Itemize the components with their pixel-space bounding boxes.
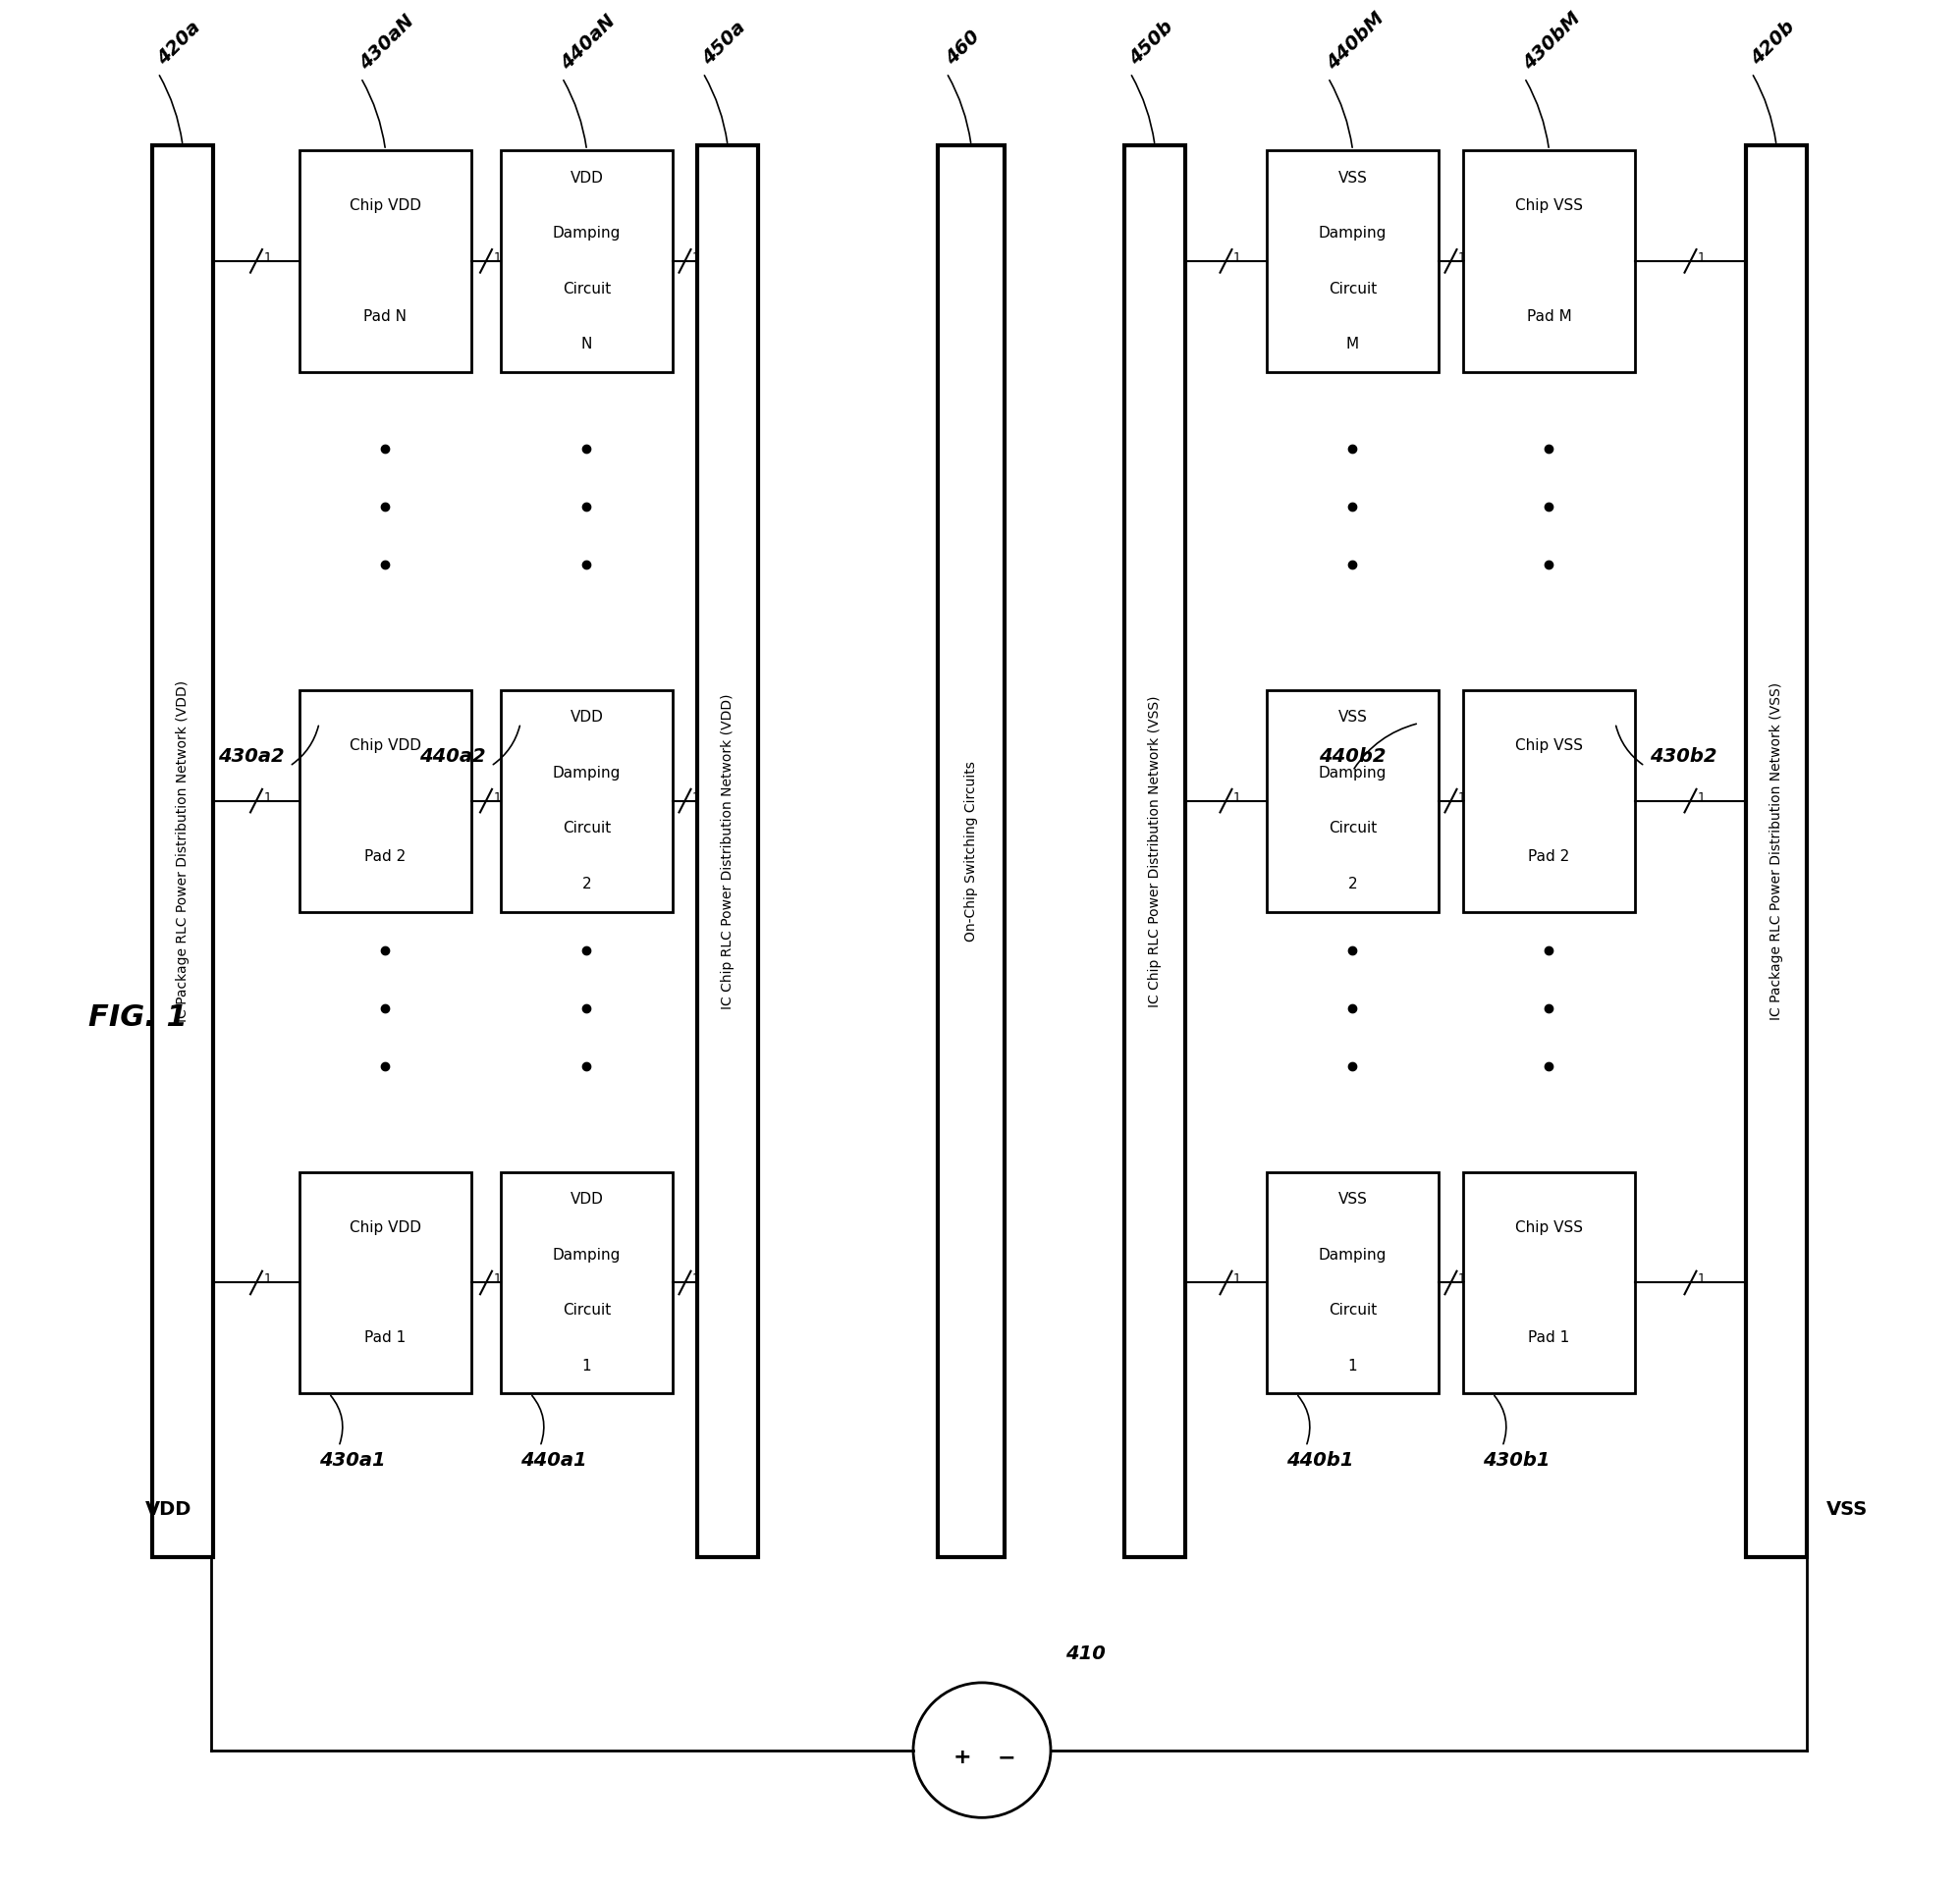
Text: 1: 1 xyxy=(263,1274,270,1285)
Bar xyxy=(153,145,214,1557)
Text: 430aN: 430aN xyxy=(357,11,417,74)
Text: Chip VDD: Chip VDD xyxy=(349,198,421,213)
Text: +: + xyxy=(953,1747,972,1768)
Text: VSS: VSS xyxy=(1827,1500,1868,1519)
Text: FIG. 1: FIG. 1 xyxy=(88,1004,188,1032)
Text: Damping: Damping xyxy=(1319,226,1388,242)
Text: Chip VSS: Chip VSS xyxy=(1515,198,1584,213)
Text: Damping: Damping xyxy=(553,226,621,242)
Text: M: M xyxy=(1347,336,1358,351)
Text: 410: 410 xyxy=(1066,1645,1105,1662)
Text: 420b: 420b xyxy=(1746,17,1797,68)
Text: 1: 1 xyxy=(1233,251,1241,264)
Text: 1: 1 xyxy=(692,791,700,804)
Text: IC Chip RLC Power Distribution Network (VSS): IC Chip RLC Power Distribution Network (… xyxy=(1149,696,1162,1008)
Text: Damping: Damping xyxy=(1319,766,1388,781)
Text: Chip VDD: Chip VDD xyxy=(349,1219,421,1234)
Text: Pad 2: Pad 2 xyxy=(1529,849,1570,864)
Bar xyxy=(300,1172,470,1393)
Text: 430a2: 430a2 xyxy=(218,747,284,766)
Text: 1: 1 xyxy=(1458,1274,1466,1285)
Text: 430b1: 430b1 xyxy=(1484,1451,1550,1470)
Text: VDD: VDD xyxy=(570,1193,604,1208)
Text: Pad M: Pad M xyxy=(1527,309,1572,325)
Text: −: − xyxy=(998,1747,1015,1768)
Text: On-Chip Switching Circuits: On-Chip Switching Circuits xyxy=(964,760,978,942)
Bar xyxy=(502,691,672,911)
Text: 1: 1 xyxy=(494,1274,502,1285)
Text: Pad N: Pad N xyxy=(365,309,408,325)
Bar xyxy=(502,1172,672,1393)
Bar xyxy=(1746,145,1807,1557)
Text: 1: 1 xyxy=(1233,1274,1241,1285)
Bar xyxy=(300,691,470,911)
Text: 1: 1 xyxy=(692,1274,700,1285)
Text: Pad 1: Pad 1 xyxy=(365,1330,406,1345)
Bar xyxy=(300,151,470,372)
Bar xyxy=(1266,1172,1439,1393)
Text: 1: 1 xyxy=(1458,791,1466,804)
Text: Circuit: Circuit xyxy=(563,821,612,836)
Text: 450b: 450b xyxy=(1125,17,1176,68)
Text: Circuit: Circuit xyxy=(1329,281,1376,296)
Text: VSS: VSS xyxy=(1339,170,1368,185)
Text: VSS: VSS xyxy=(1339,710,1368,725)
Text: 1: 1 xyxy=(1697,251,1705,264)
Bar xyxy=(1266,151,1439,372)
Text: 430a1: 430a1 xyxy=(319,1451,386,1470)
Text: VDD: VDD xyxy=(570,170,604,185)
Bar xyxy=(1125,145,1186,1557)
Text: 1: 1 xyxy=(494,251,502,264)
Text: Pad 1: Pad 1 xyxy=(1529,1330,1570,1345)
Bar xyxy=(1462,691,1635,911)
Text: 1: 1 xyxy=(1697,791,1705,804)
Text: 440a1: 440a1 xyxy=(521,1451,586,1470)
Text: VDD: VDD xyxy=(570,710,604,725)
Text: 440b2: 440b2 xyxy=(1319,747,1386,766)
Bar xyxy=(937,145,1005,1557)
Bar xyxy=(502,151,672,372)
Bar xyxy=(1462,1172,1635,1393)
Text: IC Package RLC Power Distribution Network (VSS): IC Package RLC Power Distribution Networ… xyxy=(1770,683,1784,1021)
Text: 1: 1 xyxy=(1697,1274,1705,1285)
Text: Chip VSS: Chip VSS xyxy=(1515,1219,1584,1234)
Text: VSS: VSS xyxy=(1339,1193,1368,1208)
Text: 430bM: 430bM xyxy=(1519,8,1584,74)
Text: 1: 1 xyxy=(1458,251,1466,264)
Text: 460: 460 xyxy=(941,26,984,68)
Bar xyxy=(1462,151,1635,372)
Text: 1: 1 xyxy=(1348,1359,1358,1374)
Text: Circuit: Circuit xyxy=(1329,1304,1376,1317)
Text: IC Chip RLC Power Distribution Network (VDD): IC Chip RLC Power Distribution Network (… xyxy=(721,694,735,1010)
Bar xyxy=(1266,691,1439,911)
Text: 430b2: 430b2 xyxy=(1650,747,1717,766)
Text: 1: 1 xyxy=(263,791,270,804)
Text: VDD: VDD xyxy=(145,1500,192,1519)
Text: Circuit: Circuit xyxy=(563,281,612,296)
Text: 440a2: 440a2 xyxy=(419,747,486,766)
Text: 1: 1 xyxy=(1233,791,1241,804)
Text: 440aN: 440aN xyxy=(557,11,619,74)
Text: Damping: Damping xyxy=(553,1247,621,1262)
Text: IC Package RLC Power Distribution Network (VDD): IC Package RLC Power Distribution Networ… xyxy=(176,681,190,1023)
Text: 2: 2 xyxy=(582,877,592,891)
Text: Circuit: Circuit xyxy=(1329,821,1376,836)
Text: Damping: Damping xyxy=(553,766,621,781)
Text: 420a: 420a xyxy=(153,17,204,68)
Text: Chip VSS: Chip VSS xyxy=(1515,738,1584,753)
Text: 1: 1 xyxy=(692,251,700,264)
Text: Chip VDD: Chip VDD xyxy=(349,738,421,753)
Text: Damping: Damping xyxy=(1319,1247,1388,1262)
Text: 440b1: 440b1 xyxy=(1286,1451,1354,1470)
Text: 1: 1 xyxy=(582,1359,592,1374)
Text: 2: 2 xyxy=(1348,877,1358,891)
Text: N: N xyxy=(580,336,592,351)
Text: 1: 1 xyxy=(494,791,502,804)
Text: 1: 1 xyxy=(263,251,270,264)
Text: Circuit: Circuit xyxy=(563,1304,612,1317)
Text: 450a: 450a xyxy=(698,17,749,68)
Text: Pad 2: Pad 2 xyxy=(365,849,406,864)
Text: 440bM: 440bM xyxy=(1323,8,1388,74)
Bar xyxy=(698,145,759,1557)
